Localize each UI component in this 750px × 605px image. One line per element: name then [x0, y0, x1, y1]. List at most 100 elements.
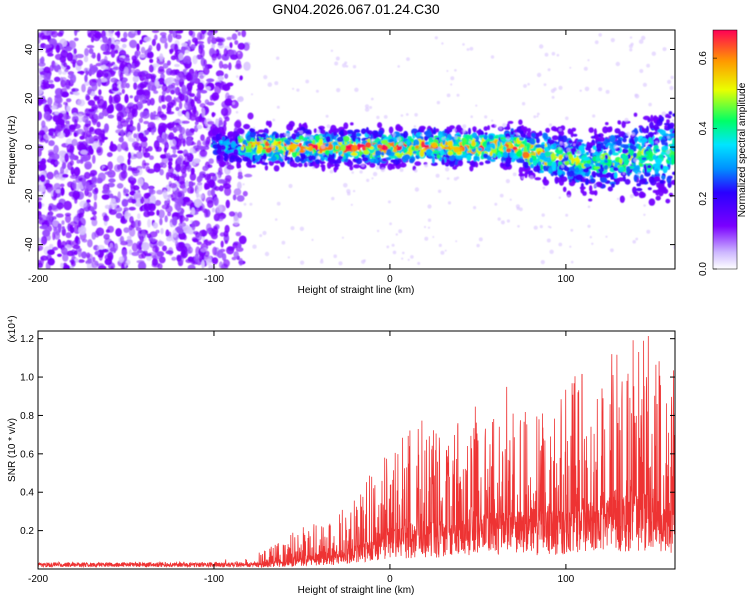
heatmap-cell	[191, 104, 196, 114]
heatmap-cell	[622, 144, 630, 149]
heatmap-cell	[221, 53, 230, 61]
heatmap-cell	[431, 162, 438, 167]
heatmap-cell	[615, 61, 620, 67]
heatmap-cell	[170, 89, 175, 95]
y-tick-label: 20	[24, 92, 35, 104]
heatmap-cell	[521, 176, 525, 180]
heatmap-cell	[65, 214, 71, 223]
heatmap-cell	[139, 205, 144, 212]
heatmap-cell	[642, 128, 648, 134]
heatmap-cell	[303, 148, 306, 151]
heatmap-cell	[647, 131, 655, 138]
heatmap-cell	[568, 170, 575, 176]
heatmap-cell	[483, 135, 488, 140]
heatmap-cell	[624, 178, 631, 185]
heatmap-cell	[158, 256, 166, 264]
heatmap-cell	[500, 163, 505, 167]
heatmap-cell	[174, 119, 181, 123]
heatmap-cell	[470, 115, 474, 118]
heatmap-cell	[523, 84, 527, 88]
heatmap-cell	[356, 132, 361, 137]
heatmap-cell	[427, 226, 431, 229]
heatmap-cell	[181, 42, 188, 47]
heatmap-cell	[502, 151, 509, 158]
heatmap-cell	[365, 142, 372, 148]
heatmap-cell	[137, 30, 141, 36]
heatmap-cell	[647, 118, 651, 123]
heatmap-cell	[171, 82, 176, 87]
heatmap-cell	[264, 251, 270, 257]
heatmap-cell	[63, 62, 68, 68]
heatmap-cell	[38, 62, 46, 67]
heatmap-cell	[669, 133, 675, 137]
heatmap-cell	[669, 85, 674, 91]
heatmap-cell	[547, 68, 551, 72]
heatmap-cell	[216, 204, 223, 213]
heatmap-cell	[562, 161, 566, 164]
heatmap-cell	[72, 240, 79, 246]
heatmap-cell	[174, 198, 182, 204]
heatmap-cell	[93, 192, 98, 201]
heatmap-cell	[466, 160, 471, 164]
heatmap-cell	[414, 161, 422, 166]
heatmap-cell	[276, 105, 280, 109]
heatmap-cell	[287, 256, 290, 259]
heatmap-cell	[157, 263, 163, 269]
heatmap-cell	[137, 71, 146, 78]
heatmap-cell	[376, 115, 380, 120]
heatmap-cell	[351, 171, 355, 174]
heatmap-cell	[162, 189, 168, 199]
heatmap-cell	[298, 135, 304, 141]
heatmap-cell	[590, 149, 595, 153]
heatmap-cell	[61, 247, 68, 255]
heatmap-cell	[509, 151, 514, 158]
heatmap-cell	[47, 257, 55, 266]
heatmap-cell	[558, 147, 562, 150]
heatmap-cell	[150, 112, 154, 120]
heatmap-cell	[157, 105, 162, 115]
heatmap-cell	[169, 138, 177, 147]
heatmap-cell	[314, 144, 319, 151]
heatmap-cell	[604, 159, 608, 164]
heatmap-cell	[204, 209, 209, 218]
heatmap-cell	[378, 129, 384, 136]
heatmap-cell	[432, 137, 435, 140]
heatmap-cell	[536, 72, 542, 78]
heatmap-cell	[546, 238, 551, 243]
heatmap-cell	[630, 42, 634, 46]
heatmap-cell	[119, 235, 125, 244]
heatmap-cell	[290, 156, 294, 162]
heatmap-cell	[450, 76, 455, 81]
heatmap-cell	[175, 34, 182, 40]
heatmap-cell	[524, 161, 529, 168]
heatmap-cell	[419, 149, 425, 158]
heatmap-cell	[172, 147, 177, 155]
heatmap-cell	[64, 153, 69, 163]
heatmap-cell	[462, 43, 465, 46]
heatmap-cell	[47, 97, 53, 106]
heatmap-cell	[138, 117, 144, 123]
heatmap-cell	[244, 173, 253, 178]
heatmap-cell	[89, 173, 95, 177]
heatmap-cell	[488, 134, 494, 140]
heatmap-cell	[54, 161, 60, 165]
heatmap-cell	[97, 105, 105, 109]
heatmap-cell	[147, 146, 153, 152]
heatmap-cell	[359, 170, 363, 174]
heatmap-cell	[313, 128, 317, 133]
heatmap-cell	[542, 186, 546, 190]
heatmap-cell	[204, 250, 210, 257]
heatmap-cell	[284, 154, 288, 161]
heatmap-cell	[74, 118, 78, 128]
heatmap-cell	[598, 87, 603, 92]
heatmap-cell	[659, 129, 666, 135]
heatmap-cell	[217, 42, 223, 46]
signal-band	[210, 33, 675, 266]
heatmap-cell	[325, 135, 331, 143]
heatmap-cell	[251, 141, 256, 146]
heatmap-cell	[369, 158, 375, 163]
heatmap-cell	[343, 122, 349, 130]
snr-frame	[37, 330, 676, 570]
heatmap-cell	[362, 156, 369, 162]
heatmap-cell	[668, 111, 673, 115]
